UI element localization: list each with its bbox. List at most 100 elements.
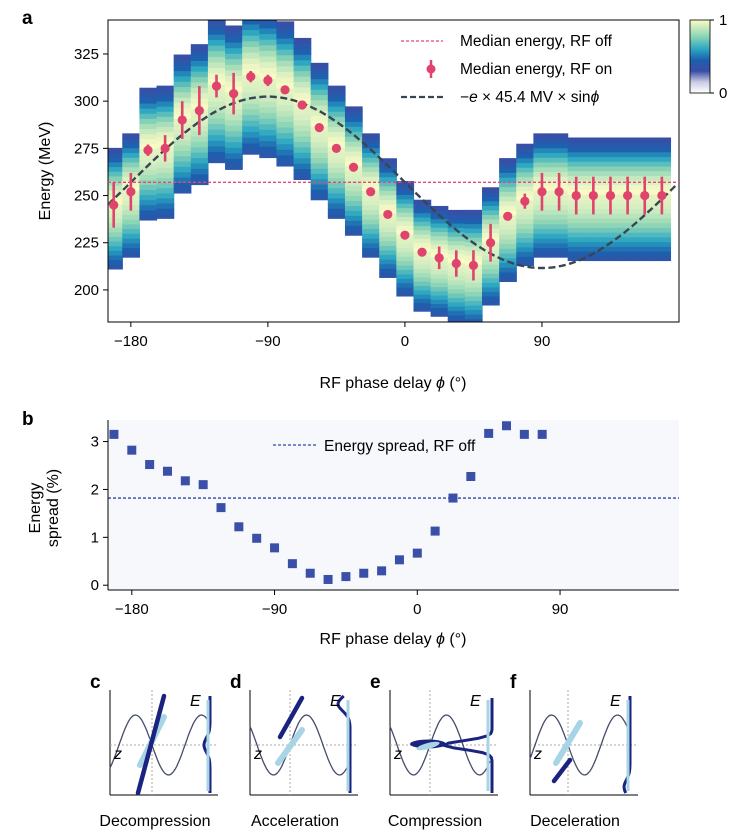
x-tick-label-b: 90 xyxy=(552,601,569,618)
colorbar-max-label: 1 xyxy=(719,12,727,29)
median-rf-on-marker xyxy=(623,190,633,201)
plot-bg-b xyxy=(108,420,679,590)
median-rf-on-point xyxy=(554,172,564,211)
x-tick-label-a: −180 xyxy=(114,333,148,350)
colorbar xyxy=(689,19,711,94)
spread-marker xyxy=(466,472,476,482)
median-rf-on-point xyxy=(537,172,547,211)
median-rf-on-marker xyxy=(246,72,256,82)
median-rf-on-marker xyxy=(109,200,119,210)
median-rf-on-point xyxy=(297,100,307,110)
schematic-bunch-before xyxy=(275,727,305,766)
spread-marker xyxy=(448,493,458,503)
legend-b: Energy spread, RF off xyxy=(273,438,476,455)
median-rf-on-marker xyxy=(297,100,307,110)
schematic-bunch-before xyxy=(416,741,440,751)
panel-label-c: c xyxy=(90,672,101,693)
median-rf-on-point xyxy=(588,176,598,215)
median-rf-on-marker xyxy=(588,190,598,201)
spread-points-b xyxy=(109,421,547,584)
x-axis-label-a: RF phase delay ϕ (°) xyxy=(320,375,467,392)
x-tick-label-b: −180 xyxy=(115,601,149,618)
legend-spread-off-label: Energy spread, RF off xyxy=(324,438,476,455)
median-rf-on-point xyxy=(348,162,359,172)
spread-marker xyxy=(519,429,529,439)
schematic-caption-f: Deceleration xyxy=(530,813,620,830)
median-rf-on-point xyxy=(194,86,204,136)
heatmap-column xyxy=(344,106,363,236)
x-tick-label-a: 0 xyxy=(401,333,409,350)
median-rf-on-marker xyxy=(194,106,204,116)
spread-marker xyxy=(109,429,119,439)
median-rf-on-marker xyxy=(605,190,616,201)
schematic-z-label: z xyxy=(253,746,262,763)
median-rf-on-point xyxy=(177,101,187,139)
schematics-row: c Ez Decompression d Ez Acceleration e Ez Compre… xyxy=(90,672,638,830)
spread-marker xyxy=(270,543,280,553)
spread-marker xyxy=(198,480,208,490)
median-rf-on-marker xyxy=(383,209,393,220)
schematic-z-label: z xyxy=(533,746,542,763)
schematic-bunch-after xyxy=(277,695,305,740)
median-rf-on-point xyxy=(280,85,290,95)
axes-a: −180 −90 0 90 200 225 250 275 300 325 xyxy=(74,46,550,350)
y-tick-label-a: 250 xyxy=(74,188,99,205)
median-rf-on-point xyxy=(623,176,633,215)
median-rf-on-marker xyxy=(280,85,290,95)
plot-frame-a xyxy=(107,19,680,323)
y-tick-label-a: 325 xyxy=(74,46,99,63)
schematic-E-label: E xyxy=(190,693,201,710)
spread-marker xyxy=(162,466,172,476)
median-rf-on-point xyxy=(383,209,393,220)
spread-marker xyxy=(484,428,494,438)
schematic-bunch-after xyxy=(135,693,167,796)
spread-marker xyxy=(430,526,440,536)
schematic-energy-profile xyxy=(202,696,212,793)
schematic-z-label: z xyxy=(393,746,402,763)
heatmap-column xyxy=(327,85,346,219)
schematic-energy-profile xyxy=(440,698,494,793)
schematic-rf-wave xyxy=(109,714,211,776)
heatmap-column xyxy=(310,62,329,201)
median-rf-on-point xyxy=(246,70,256,83)
median-rf-on-marker xyxy=(640,190,650,201)
spread-marker xyxy=(377,566,387,576)
median-rf-on-point xyxy=(605,176,616,215)
schematic-energy-profile xyxy=(336,694,352,793)
schematic-rf-wave xyxy=(389,714,491,776)
panel-label-b: b xyxy=(22,409,34,430)
legend-rf-on-marker xyxy=(426,64,436,74)
median-rf-on-marker xyxy=(571,190,581,201)
legend-sine-label: −e × 45.4 MV × sinϕ xyxy=(460,89,600,106)
spread-marker xyxy=(323,574,333,584)
schematic-z-label: z xyxy=(113,746,122,763)
median-rf-on-point xyxy=(520,193,530,209)
legend-a: Median energy, RF off Median energy, RF … xyxy=(401,33,613,106)
schematic-d: d Ez Acceleration xyxy=(230,672,358,830)
median-rf-on-point xyxy=(366,187,376,197)
median-rf-on-marker xyxy=(554,187,564,197)
panel-label-a: a xyxy=(22,8,33,29)
median-rf-on-marker xyxy=(211,81,222,91)
energy-heatmap xyxy=(108,20,672,322)
spread-marker xyxy=(180,476,190,486)
median-rf-on-marker xyxy=(520,196,530,206)
y-tick-label-a: 275 xyxy=(74,140,99,157)
x-tick-label-b: −90 xyxy=(262,601,287,618)
spread-marker xyxy=(127,445,137,455)
median-rf-on-marker xyxy=(314,122,324,133)
median-rf-on-point xyxy=(503,211,513,221)
median-rf-on-marker xyxy=(400,230,410,240)
spread-marker xyxy=(305,568,315,578)
schematic-rf-wave xyxy=(529,714,631,776)
schematic-c: c Ez Decompression xyxy=(90,672,218,830)
x-tick-label-b: 0 xyxy=(413,601,421,618)
median-rf-on-point xyxy=(263,74,273,87)
y-tick-label-a: 225 xyxy=(74,235,99,252)
y-axis-label-b: Energyspread (%) xyxy=(27,469,62,547)
axes-b: −180 −90 0 90 0 1 2 3 xyxy=(91,420,679,618)
median-rf-on-marker xyxy=(485,238,496,248)
colorbar-min-label: 0 xyxy=(719,85,727,102)
median-rf-on-point xyxy=(109,182,119,228)
x-tick-label-a: −90 xyxy=(255,333,280,350)
